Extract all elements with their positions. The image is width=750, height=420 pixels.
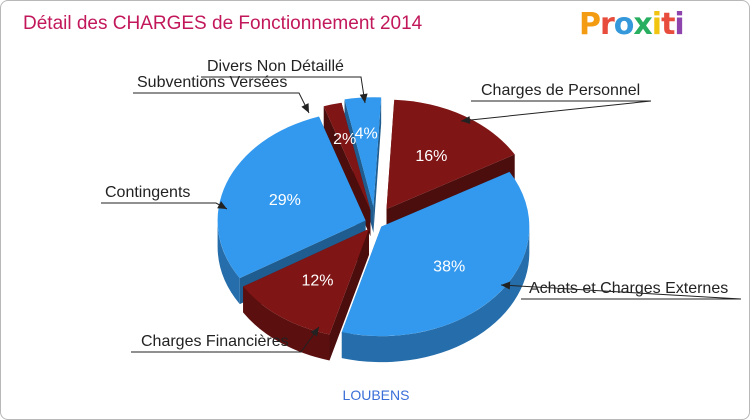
- leader-arrow-charges-financieres: [310, 327, 319, 337]
- value-label-charges-de-personnel: 16%: [415, 148, 447, 165]
- leader-arrow-subventions-versees: [301, 103, 309, 113]
- leader-line-subventions-versees: [133, 92, 310, 114]
- leader-arrow-charges-de-personnel: [461, 116, 471, 125]
- slice-achats-et-charges-externes[interactable]: [341, 171, 530, 337]
- slice-side-contingents: [217, 220, 240, 305]
- slice-divers-non-detaille[interactable]: [344, 97, 382, 207]
- slice-subventions-versees[interactable]: [323, 102, 371, 211]
- category-label-charges-de-personnel: Charges de Personnel: [481, 82, 640, 99]
- category-label-achats-et-charges-externes: Achats et Charges Externes: [529, 280, 728, 297]
- leader-arrow-divers-non-detaille: [359, 93, 368, 103]
- value-label-contingents: 29%: [269, 192, 301, 209]
- category-label-charges-financieres: Charges Financières: [141, 333, 289, 350]
- slice-contingents[interactable]: [217, 116, 366, 279]
- chart-title: Détail des CHARGES de Fonctionnement 201…: [23, 13, 423, 34]
- leader-arrow-contingents: [217, 201, 227, 209]
- slice-wall-charges-financieres-start: [329, 228, 370, 361]
- value-label-subventions-versees: 2%: [333, 131, 356, 148]
- slice-charges-financieres[interactable]: [243, 228, 370, 335]
- value-label-achats-et-charges-externes: 38%: [433, 259, 465, 276]
- leader-arrow-achats-et-charges-externes: [501, 281, 511, 290]
- leader-line-contingents: [101, 202, 228, 210]
- proxiti-logo[interactable]: Proxiti: [579, 7, 685, 42]
- commune-name: LOUBENS: [342, 387, 410, 403]
- category-label-subventions-versees: Subventions Versées: [137, 74, 287, 91]
- leader-line-achats-et-charges-externes: [500, 284, 742, 300]
- slice-wall-divers-non-detaille-end: [373, 97, 382, 233]
- slice-side-achats-et-charges-externes: [341, 226, 530, 363]
- leader-line-charges-financieres: [131, 326, 320, 353]
- slice-wall-subventions-versees-start: [323, 106, 371, 237]
- value-label-divers-non-detaille: 4%: [355, 125, 378, 142]
- category-label-divers-non-detaille: Divers Non Détaillé: [207, 58, 344, 75]
- value-label-charges-financieres: 12%: [301, 273, 333, 290]
- category-label-contingents: Contingents: [105, 184, 190, 201]
- leader-line-charges-de-personnel: [460, 100, 652, 122]
- slice-charges-de-personnel[interactable]: [386, 99, 515, 210]
